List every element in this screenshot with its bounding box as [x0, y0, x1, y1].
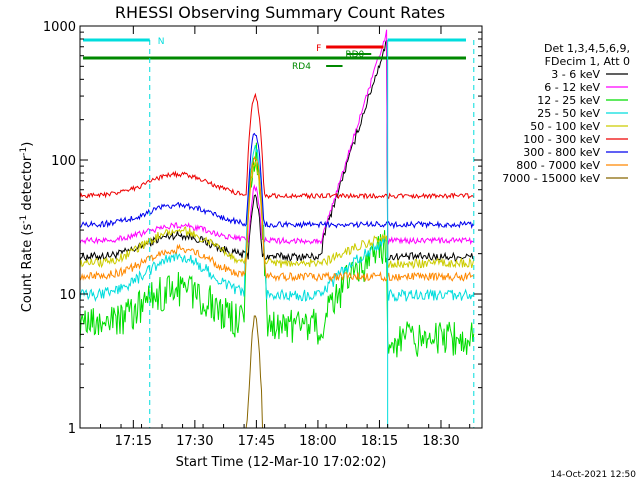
rd4-flag-label: RD4	[292, 62, 311, 72]
legend-label: 300 - 800 keV	[523, 146, 600, 159]
chart-title: RHESSI Observing Summary Count Rates	[115, 3, 445, 22]
series-line-8	[80, 155, 475, 283]
y-tick-label: 100	[51, 154, 76, 169]
axis-ticks: 17:15 17:30 17:45 18:00 18:15 18:30 1 10 100 1000	[43, 20, 482, 449]
series-layer	[80, 29, 475, 428]
x-tick-label: 18:15	[361, 434, 398, 449]
legend: Det 1,3,4,5,6,9,FDecim 1, Att 03 - 6 keV…	[502, 42, 630, 185]
x-axis-label: Start Time (12-Mar-10 17:02:02)	[176, 455, 387, 470]
x-tick-label: 18:00	[299, 434, 336, 449]
legend-label: 25 - 50 keV	[537, 107, 600, 120]
y-tick-label: 1000	[43, 20, 76, 35]
y-tick-label: 10	[59, 288, 76, 303]
n-flag-label: N	[158, 37, 165, 47]
legend-header-line: FDecim 1, Att 0	[545, 55, 630, 68]
legend-label: 12 - 25 keV	[537, 94, 600, 107]
legend-label: 800 - 7000 keV	[516, 159, 600, 172]
series-line-5	[80, 161, 475, 270]
series-line-2	[80, 29, 475, 246]
series-line-3	[80, 142, 475, 358]
plot-frame	[79, 25, 483, 429]
legend-label: 7000 - 15000 keV	[502, 172, 600, 185]
rd0-flag-label: RD0	[345, 50, 364, 60]
flags-layer: N F RD0 RD4	[83, 37, 475, 428]
footer-timestamp: 14-Oct-2021 12:50	[551, 470, 637, 480]
series-line-4	[80, 144, 475, 303]
y-axis-label: Count Rate (s-1 detector-1)	[19, 142, 35, 313]
legend-label: 3 - 6 keV	[551, 68, 600, 81]
x-tick-label: 17:15	[115, 434, 152, 449]
legend-label: 6 - 12 keV	[544, 81, 600, 94]
legend-label: 50 - 100 keV	[530, 120, 600, 133]
legend-label: 100 - 300 keV	[523, 133, 600, 146]
series-line-9	[80, 315, 474, 428]
legend-header-line: Det 1,3,4,5,6,9,	[544, 42, 630, 55]
series-line-6	[80, 92, 475, 200]
f-flag-label: F	[316, 44, 321, 54]
x-tick-label: 18:30	[422, 434, 459, 449]
x-tick-label: 17:30	[176, 434, 213, 449]
series-line-1	[80, 39, 474, 263]
series-line-7	[80, 132, 475, 230]
y-tick-label: 1	[68, 422, 76, 437]
x-tick-label: 17:45	[238, 434, 275, 449]
